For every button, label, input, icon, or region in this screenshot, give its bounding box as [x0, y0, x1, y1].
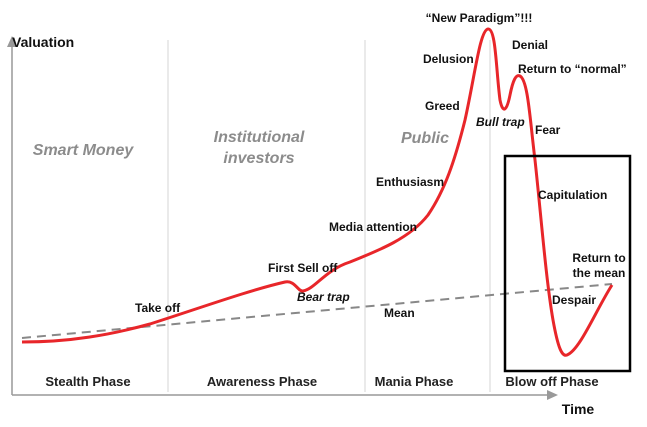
phase-label: Blow off Phase — [505, 374, 598, 389]
annotation: Bull trap — [476, 115, 525, 129]
participant-label: Institutional — [214, 129, 305, 146]
annotation: “New Paradigm”!!! — [426, 11, 533, 25]
annotation: Return to — [572, 251, 625, 265]
annotation: Enthusiasm — [376, 175, 444, 189]
annotation: Bear trap — [297, 290, 350, 304]
phase-label: Mania Phase — [375, 374, 454, 389]
annotation: Return to “normal” — [518, 62, 627, 76]
mean-line — [21, 283, 613, 339]
annotation: Despair — [552, 293, 596, 307]
participant-label: Smart Money — [33, 142, 135, 159]
y-axis-label: Valuation — [12, 34, 74, 50]
annotation: Mean — [384, 306, 415, 320]
bubble-curve — [21, 27, 614, 357]
annotation: Delusion — [423, 52, 474, 66]
phase-dividers — [167, 40, 491, 392]
participant-label: Public — [401, 130, 449, 147]
phase-label: Stealth Phase — [45, 374, 130, 389]
annotation: First Sell off — [268, 261, 338, 275]
x-axis-label: Time — [562, 401, 595, 417]
participant-label: investors — [223, 150, 294, 167]
annotation: the mean — [573, 266, 626, 280]
annotation: Denial — [512, 38, 548, 52]
axes — [7, 36, 558, 400]
annotation: Media attention — [329, 220, 417, 234]
phase-label: Awareness Phase — [207, 374, 317, 389]
annotation: Capitulation — [538, 188, 607, 202]
annotation: Greed — [425, 99, 460, 113]
annotation: Fear — [535, 123, 561, 137]
highlight-box — [503, 154, 632, 373]
annotation: Take off — [135, 301, 181, 315]
